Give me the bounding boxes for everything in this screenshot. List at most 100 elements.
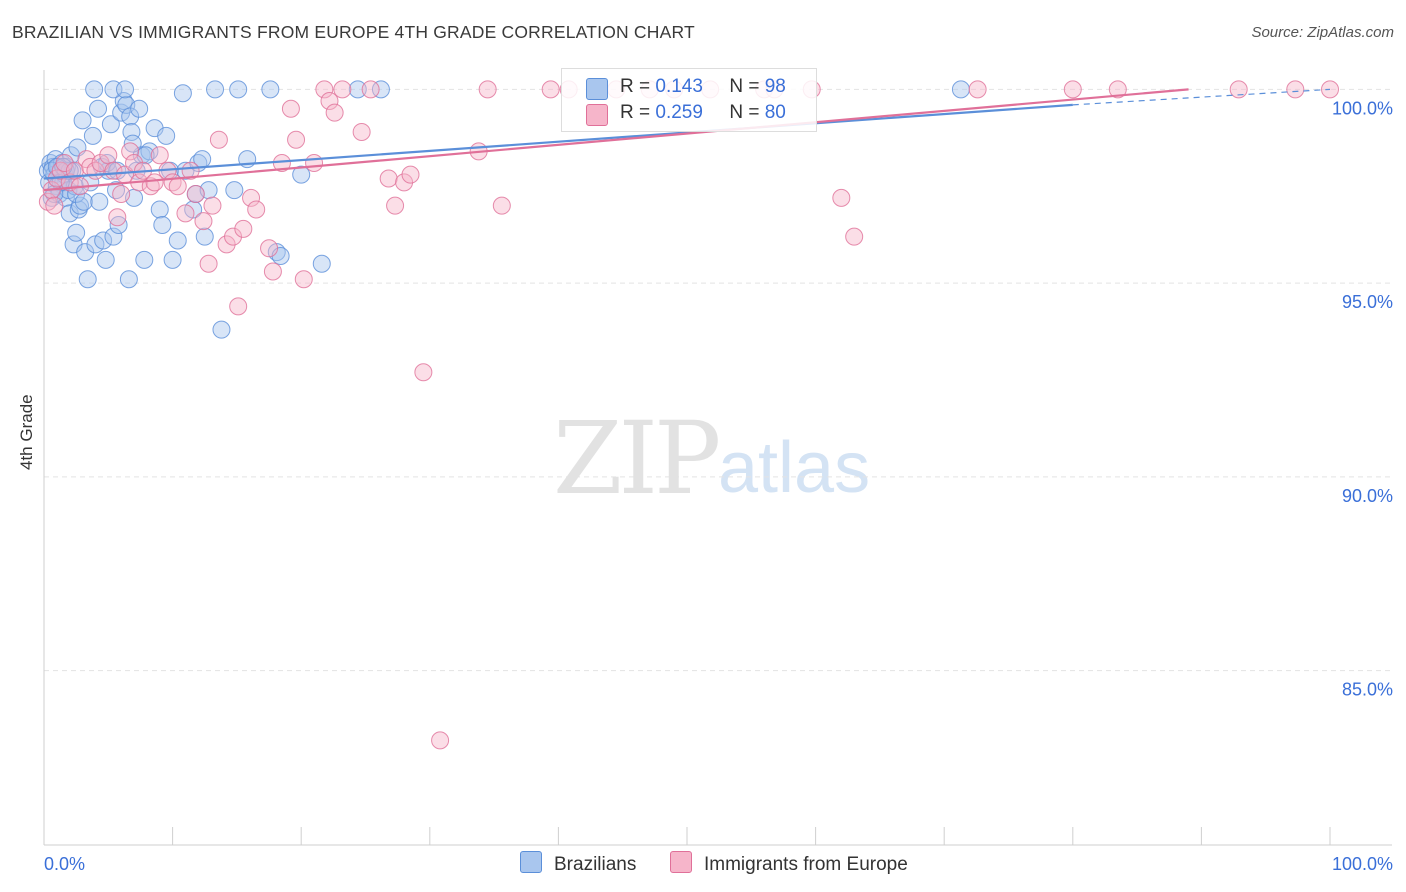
bottom-legend-brazilians: Brazilians [520, 851, 636, 876]
point-immigrants [281, 99, 300, 118]
x-tick-label: 100.0% [1332, 854, 1393, 874]
point-immigrants [199, 254, 218, 273]
point-brazilians [85, 80, 104, 99]
point-immigrants [478, 80, 497, 99]
point-immigrants [260, 239, 279, 258]
point-immigrants [203, 196, 222, 215]
point-brazilians [292, 165, 311, 184]
trend-line-brazilians [43, 103, 1073, 180]
grid-lines [44, 88, 1392, 672]
point-immigrants [333, 80, 352, 99]
point-immigrants [150, 146, 169, 165]
r-label: R = [620, 76, 651, 97]
chart-title: BRAZILIAN VS IMMIGRANTS FROM EUROPE 4TH … [12, 22, 695, 42]
point-brazilians [157, 126, 176, 145]
point-brazilians [104, 227, 123, 246]
point-brazilians [153, 216, 172, 234]
point-immigrants [401, 165, 420, 184]
point-immigrants [379, 169, 398, 188]
point-immigrants [1063, 80, 1082, 99]
y-tick-label: 100.0% [1332, 98, 1393, 118]
point-immigrants [176, 204, 195, 223]
point-brazilians [73, 111, 92, 130]
point-brazilians [371, 80, 390, 99]
point-immigrants [352, 123, 371, 141]
point-immigrants [320, 92, 339, 110]
point-brazilians [168, 231, 187, 250]
point-brazilians [130, 99, 149, 118]
legend-label: Brazilians [554, 854, 637, 875]
watermark-zip: ZIP [553, 400, 721, 517]
point-immigrants [186, 185, 205, 203]
point-brazilians [121, 107, 140, 126]
point-immigrants [45, 196, 64, 215]
legend-swatch-pink [586, 104, 608, 126]
point-immigrants [361, 80, 380, 99]
point-immigrants [104, 161, 123, 180]
point-immigrants [229, 297, 248, 316]
data-points [38, 80, 1339, 750]
point-brazilians [225, 181, 244, 200]
point-brazilians [76, 243, 95, 262]
source-credit: Source: ZipAtlas.com [1251, 24, 1394, 41]
point-immigrants [325, 103, 344, 122]
point-immigrants [287, 130, 306, 149]
point-immigrants [431, 731, 450, 750]
axes [43, 70, 1392, 846]
point-brazilians [101, 115, 120, 134]
n-value: 98 [764, 76, 786, 97]
point-immigrants [209, 130, 228, 149]
trend-line-immigrants [43, 88, 1189, 192]
stats-legend: R = 0.143 N = 98 R = 0.259 N = 80 [561, 68, 817, 132]
point-brazilians [119, 270, 138, 289]
point-immigrants [305, 154, 324, 172]
point-brazilians [116, 80, 135, 99]
point-brazilians [163, 250, 182, 269]
legend-label: Immigrants from Europe [704, 854, 908, 875]
point-brazilians [173, 84, 192, 103]
point-brazilians [74, 192, 93, 211]
legend-swatch-blue [586, 78, 608, 100]
legend-swatch-pink [670, 851, 692, 873]
point-brazilians [951, 80, 970, 99]
point-brazilians [67, 223, 86, 242]
point-immigrants [247, 200, 266, 219]
point-brazilians [60, 204, 79, 223]
point-immigrants [492, 196, 511, 215]
point-brazilians [212, 320, 231, 339]
point-brazilians [195, 227, 214, 246]
point-brazilians [261, 80, 280, 99]
point-brazilians [229, 80, 248, 99]
point-brazilians [312, 254, 331, 273]
point-immigrants [263, 262, 282, 281]
y-tick-label: 95.0% [1342, 292, 1393, 312]
watermark-atlas: atlas [718, 428, 871, 508]
point-brazilians [96, 250, 115, 269]
point-immigrants [181, 161, 200, 180]
point-immigrants [194, 212, 213, 231]
r-value: 0.143 [655, 76, 703, 97]
trend-lines [43, 88, 1331, 192]
point-brazilians [78, 270, 97, 289]
point-immigrants [234, 219, 253, 238]
point-brazilians [122, 123, 141, 141]
x-tick-label: 0.0% [44, 854, 85, 874]
point-immigrants [832, 188, 851, 207]
point-immigrants [168, 177, 187, 196]
point-brazilians [94, 231, 113, 250]
point-immigrants [386, 196, 405, 215]
r-label: R = [620, 102, 651, 123]
point-immigrants [1286, 80, 1305, 99]
n-label: N = [729, 76, 760, 97]
r-value: 0.259 [655, 102, 703, 123]
point-immigrants [294, 270, 313, 289]
point-immigrants [108, 208, 127, 227]
point-immigrants [112, 185, 131, 203]
legend-swatch-blue [520, 851, 542, 873]
point-brazilians [135, 250, 154, 269]
y-tick-label: 85.0% [1342, 680, 1393, 700]
point-brazilians [90, 192, 109, 211]
point-brazilians [348, 80, 367, 99]
bottom-legend-immigrants: Immigrants from Europe [670, 851, 908, 876]
